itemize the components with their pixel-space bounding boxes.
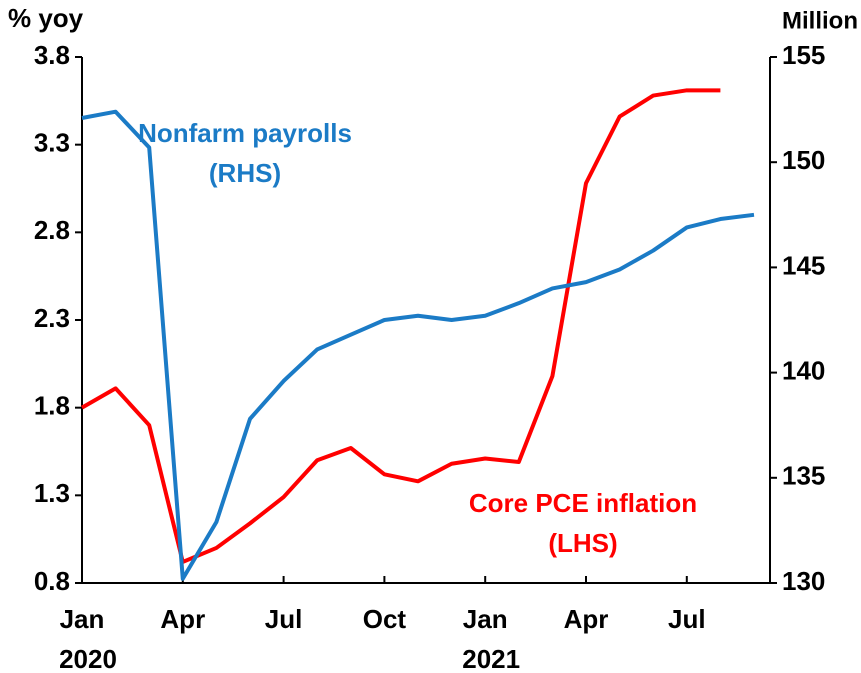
x-year-label: 2020 [59,644,117,673]
annotation: (LHS) [548,528,617,558]
y-tick-label: 0.8 [34,566,70,596]
x-tick-label: Apr [160,604,205,634]
y2-tick-label: 150 [782,145,825,175]
x-tick-label: Jan [60,604,105,634]
x-tick-label: Jul [265,604,303,634]
x-tick-label: Jul [668,604,706,634]
y-tick-label: 2.8 [34,215,70,245]
annotation: Core PCE inflation [469,488,697,518]
y-tick-label: 3.3 [34,128,70,158]
y2-tick-label: 130 [782,566,825,596]
y2-axis-label: Million [782,7,858,34]
y2-tick-label: 135 [782,461,825,491]
y-axis-label: % yoy [8,3,84,33]
x-tick-label: Oct [363,604,407,634]
line-series [81,109,755,581]
x-tick-label: Apr [564,604,609,634]
y2-tick-label: 145 [782,250,825,280]
y-tick-label: 1.3 [34,478,70,508]
y-tick-label: 3.8 [34,40,70,70]
annotation: (RHS) [209,158,281,188]
x-tick-label: Jan [463,604,508,634]
y2-tick-label: 140 [782,355,825,385]
annotation: Nonfarm payrolls [138,118,352,148]
y-tick-label: 2.3 [34,303,70,333]
line-series [81,88,721,564]
y2-tick-label: 155 [782,40,825,70]
y-tick-label: 1.8 [34,391,70,421]
x-year-label: 2021 [462,644,520,673]
